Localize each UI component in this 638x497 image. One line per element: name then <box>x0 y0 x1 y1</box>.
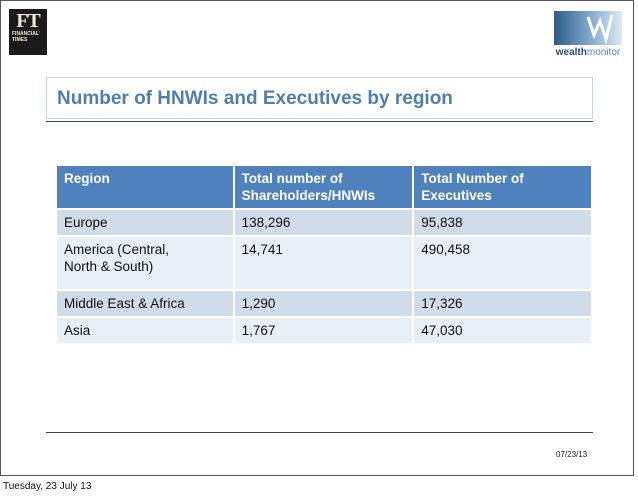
slide-date: 07/23/13 <box>556 450 588 459</box>
cell-hnwis: 1,290 <box>232 289 415 318</box>
cell-executives: 95,838 <box>412 208 593 237</box>
ft-logo: FT FINANCIAL TIMES <box>9 9 47 55</box>
ft-logo-line1: FINANCIAL <box>12 31 39 37</box>
bottom-divider <box>46 432 593 433</box>
ft-logo-mark: FT <box>16 10 41 32</box>
table-row: Asia 1,767 47,030 <box>55 316 593 345</box>
top-divider <box>46 121 593 122</box>
table-header-row: Region Total number of Shareholders/HNWI… <box>55 164 593 210</box>
wealthmonitor-wordmark-bold: wealth <box>555 47 587 58</box>
header-executives: Total Number of Executives <box>412 164 593 210</box>
wealthmonitor-wordmark: wealthmonitor <box>548 47 628 58</box>
cell-region-text: America (Central, North & South) <box>64 242 170 274</box>
wealthmonitor-graphic-icon <box>554 11 622 45</box>
slide-title: Number of HNWIs and Executives by region <box>57 88 453 109</box>
cell-executives: 490,458 <box>412 235 593 291</box>
cell-region: Asia <box>55 316 235 345</box>
table-row: Middle East & Africa 1,290 17,326 <box>55 289 593 318</box>
cell-executives: 17,326 <box>412 289 593 318</box>
table-row: Europe 138,296 95,838 <box>55 208 593 237</box>
cell-executives: 47,030 <box>412 316 593 345</box>
footer-date: Tuesday, 23 July 13 <box>3 481 92 492</box>
cell-region: Europe <box>55 208 235 237</box>
ft-logo-line2: TIMES <box>12 37 28 43</box>
title-box: Number of HNWIs and Executives by region <box>46 77 593 119</box>
cell-hnwis: 138,296 <box>232 208 415 237</box>
wealthmonitor-wordmark-light: monitor <box>586 47 621 58</box>
cell-hnwis: 14,741 <box>232 235 415 291</box>
cell-region: Middle East & Africa <box>55 289 235 318</box>
cell-region: America (Central, North & South) <box>55 235 235 291</box>
slide: FT FINANCIAL TIMES wealthmonitor Number … <box>0 0 634 476</box>
header-hnwis: Total number of Shareholders/HNWIs <box>232 164 415 210</box>
hnwi-table: Region Total number of Shareholders/HNWI… <box>55 164 593 345</box>
wealthmonitor-logo: wealthmonitor <box>548 11 628 61</box>
header-region: Region <box>55 164 235 210</box>
table-row: America (Central, North & South) 14,741 … <box>55 235 593 291</box>
cell-hnwis: 1,767 <box>232 316 415 345</box>
